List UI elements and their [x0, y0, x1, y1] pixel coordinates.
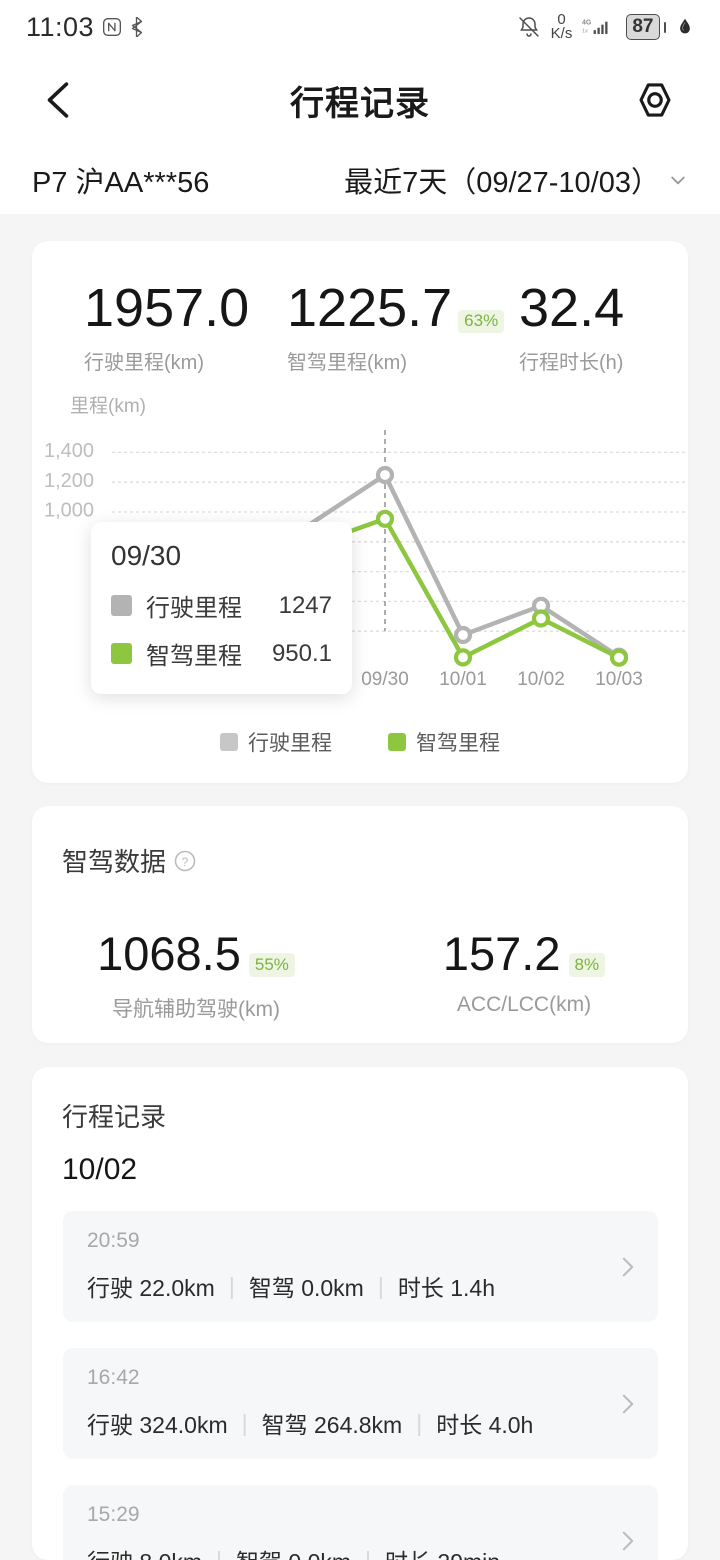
svg-text:10/01: 10/01: [439, 669, 487, 690]
svg-text:1,000: 1,000: [44, 500, 94, 522]
svg-text:1,200: 1,200: [44, 470, 94, 492]
svg-text:4G: 4G: [582, 20, 591, 27]
svg-text:1,400: 1,400: [44, 440, 94, 462]
svg-text:09/30: 09/30: [361, 669, 409, 690]
svg-text:10/03: 10/03: [595, 669, 643, 690]
svg-text:?: ?: [182, 855, 189, 869]
svg-text:1x: 1x: [582, 28, 588, 34]
svg-text:10/02: 10/02: [517, 669, 565, 690]
